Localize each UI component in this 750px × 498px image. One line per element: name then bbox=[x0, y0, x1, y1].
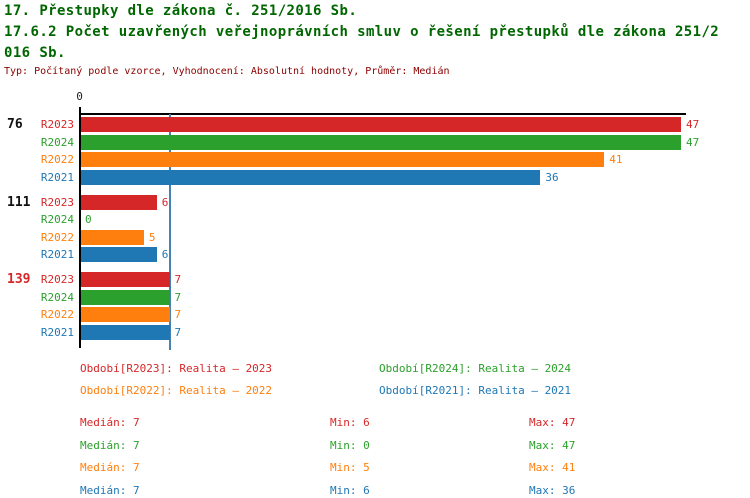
bar-value-label: 5 bbox=[148, 230, 156, 244]
bar-value-label: 7 bbox=[174, 308, 182, 321]
x-axis-line bbox=[80, 113, 686, 115]
stat-median-R2024: Medián: 7 bbox=[80, 439, 140, 452]
bar-R2021 bbox=[81, 324, 170, 340]
bar-R2022 bbox=[81, 229, 144, 245]
bar-R2021 bbox=[81, 247, 157, 262]
bar-R2023 bbox=[81, 194, 157, 210]
series-label-R2021: R2021 bbox=[40, 248, 74, 261]
bar-value-label: 47 bbox=[685, 118, 700, 131]
legend-item-R2021: Období[R2021]: Realita – 2021 bbox=[379, 384, 572, 397]
stat-max-R2023: Max: 47 bbox=[529, 416, 576, 429]
stat-median-R2022: Medián: 7 bbox=[80, 461, 140, 474]
bar-R2023 bbox=[81, 117, 681, 132]
legend-item-R2024: Období[R2024]: Realita – 2024 bbox=[379, 362, 572, 375]
stat-min-R2021: Min: 6 bbox=[330, 484, 370, 497]
report-title-line-2: 17.6.2 Počet uzavřených veřejnoprávních … bbox=[4, 24, 720, 40]
series-label-R2023: R2023 bbox=[40, 273, 74, 286]
group-label-111: 111 bbox=[7, 194, 31, 210]
bar-R2022 bbox=[81, 152, 605, 167]
series-label-R2024: R2024 bbox=[40, 290, 74, 304]
report-title-line-1: 17. Přestupky dle zákona č. 251/2016 Sb. bbox=[4, 3, 358, 19]
series-label-R2024: R2024 bbox=[40, 213, 74, 226]
group-label-76: 76 bbox=[7, 117, 23, 132]
stat-min-R2024: Min: 0 bbox=[330, 439, 370, 452]
bar-value-label: 41 bbox=[609, 153, 623, 166]
bar-value-label: 0 bbox=[85, 213, 92, 226]
series-label-R2024: R2024 bbox=[40, 135, 74, 149]
bar-value-label: 7 bbox=[174, 325, 182, 339]
bar-value-label: 6 bbox=[161, 248, 169, 261]
stat-min-R2022: Min: 5 bbox=[330, 461, 370, 474]
bar-R2023 bbox=[81, 272, 170, 287]
bar-value-label: 7 bbox=[174, 290, 182, 304]
stat-min-R2023: Min: 6 bbox=[330, 416, 370, 429]
stat-max-R2022: Max: 41 bbox=[529, 461, 576, 474]
bar-value-label: 6 bbox=[161, 195, 169, 209]
series-label-R2022: R2022 bbox=[40, 308, 74, 321]
bar-chart: 0 76 R2023 47 R2024 47 R2022 41 R2021 36 111 R2023… bbox=[0, 90, 750, 358]
group-label-139: 139 bbox=[7, 272, 31, 287]
bar-R2024 bbox=[81, 289, 170, 305]
stat-median-R2023: Medián: 7 bbox=[80, 416, 140, 429]
stat-max-R2021: Max: 36 bbox=[529, 484, 576, 497]
report-title-line-3: 016 Sb. bbox=[4, 45, 66, 61]
x-axis-origin-label: 0 bbox=[76, 90, 83, 103]
median-line bbox=[168, 114, 171, 350]
series-label-R2021: R2021 bbox=[40, 325, 74, 339]
stat-median-R2021: Medián: 7 bbox=[80, 484, 140, 497]
report-subtitle: Typ: Počítaný podle vzorce, Vyhodnocení:… bbox=[4, 66, 450, 77]
bar-value-label: 36 bbox=[545, 170, 559, 184]
series-label-R2021: R2021 bbox=[40, 170, 74, 184]
legend-item-R2022: Období[R2022]: Realita – 2022 bbox=[80, 384, 273, 397]
series-label-R2023: R2023 bbox=[40, 195, 74, 209]
y-axis-line bbox=[79, 107, 81, 348]
bar-R2022 bbox=[81, 307, 170, 322]
bar-R2021 bbox=[81, 169, 541, 185]
stat-max-R2024: Max: 47 bbox=[529, 439, 576, 452]
legend-item-R2023: Období[R2023]: Realita – 2023 bbox=[80, 362, 273, 375]
series-label-R2022: R2022 bbox=[40, 153, 74, 166]
bar-value-label: 47 bbox=[685, 135, 700, 149]
bar-R2024 bbox=[81, 134, 681, 150]
bar-value-label: 7 bbox=[174, 273, 182, 286]
series-label-R2023: R2023 bbox=[40, 118, 74, 131]
series-label-R2022: R2022 bbox=[40, 230, 74, 244]
